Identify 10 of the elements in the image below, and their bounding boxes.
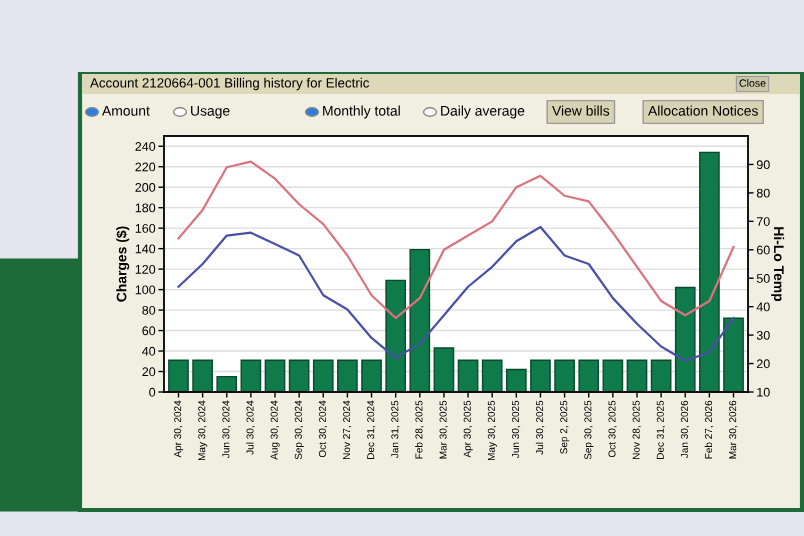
bar bbox=[602, 359, 624, 392]
line-series bbox=[177, 225, 735, 362]
bar bbox=[457, 359, 479, 392]
bar bbox=[650, 359, 672, 392]
bar bbox=[240, 359, 262, 392]
bar bbox=[626, 359, 648, 392]
line-series bbox=[177, 160, 735, 320]
bar bbox=[288, 359, 310, 392]
bar bbox=[264, 359, 286, 392]
bar bbox=[433, 347, 455, 392]
